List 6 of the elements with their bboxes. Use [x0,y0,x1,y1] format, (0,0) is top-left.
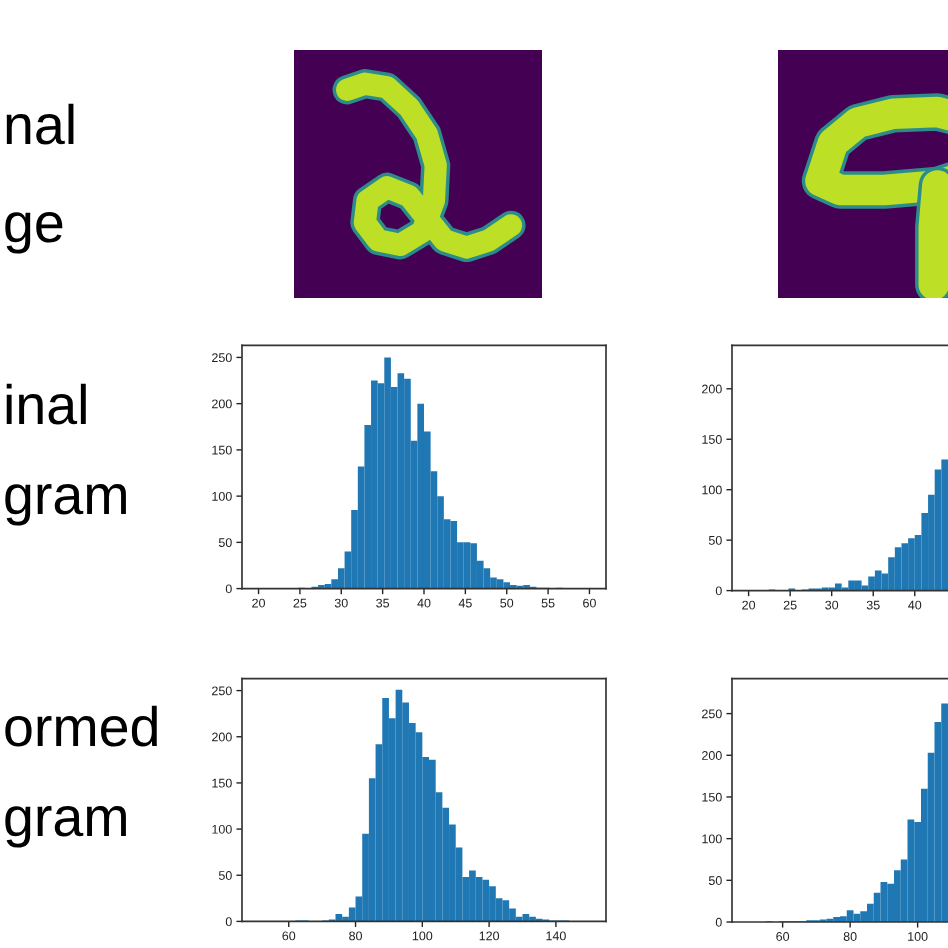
text: gram [5,484,126,526]
text: nal [6,103,74,145]
text: ge [5,212,63,254]
text: inal [6,383,86,425]
text: ormed [5,705,157,747]
text: gram [5,806,126,848]
